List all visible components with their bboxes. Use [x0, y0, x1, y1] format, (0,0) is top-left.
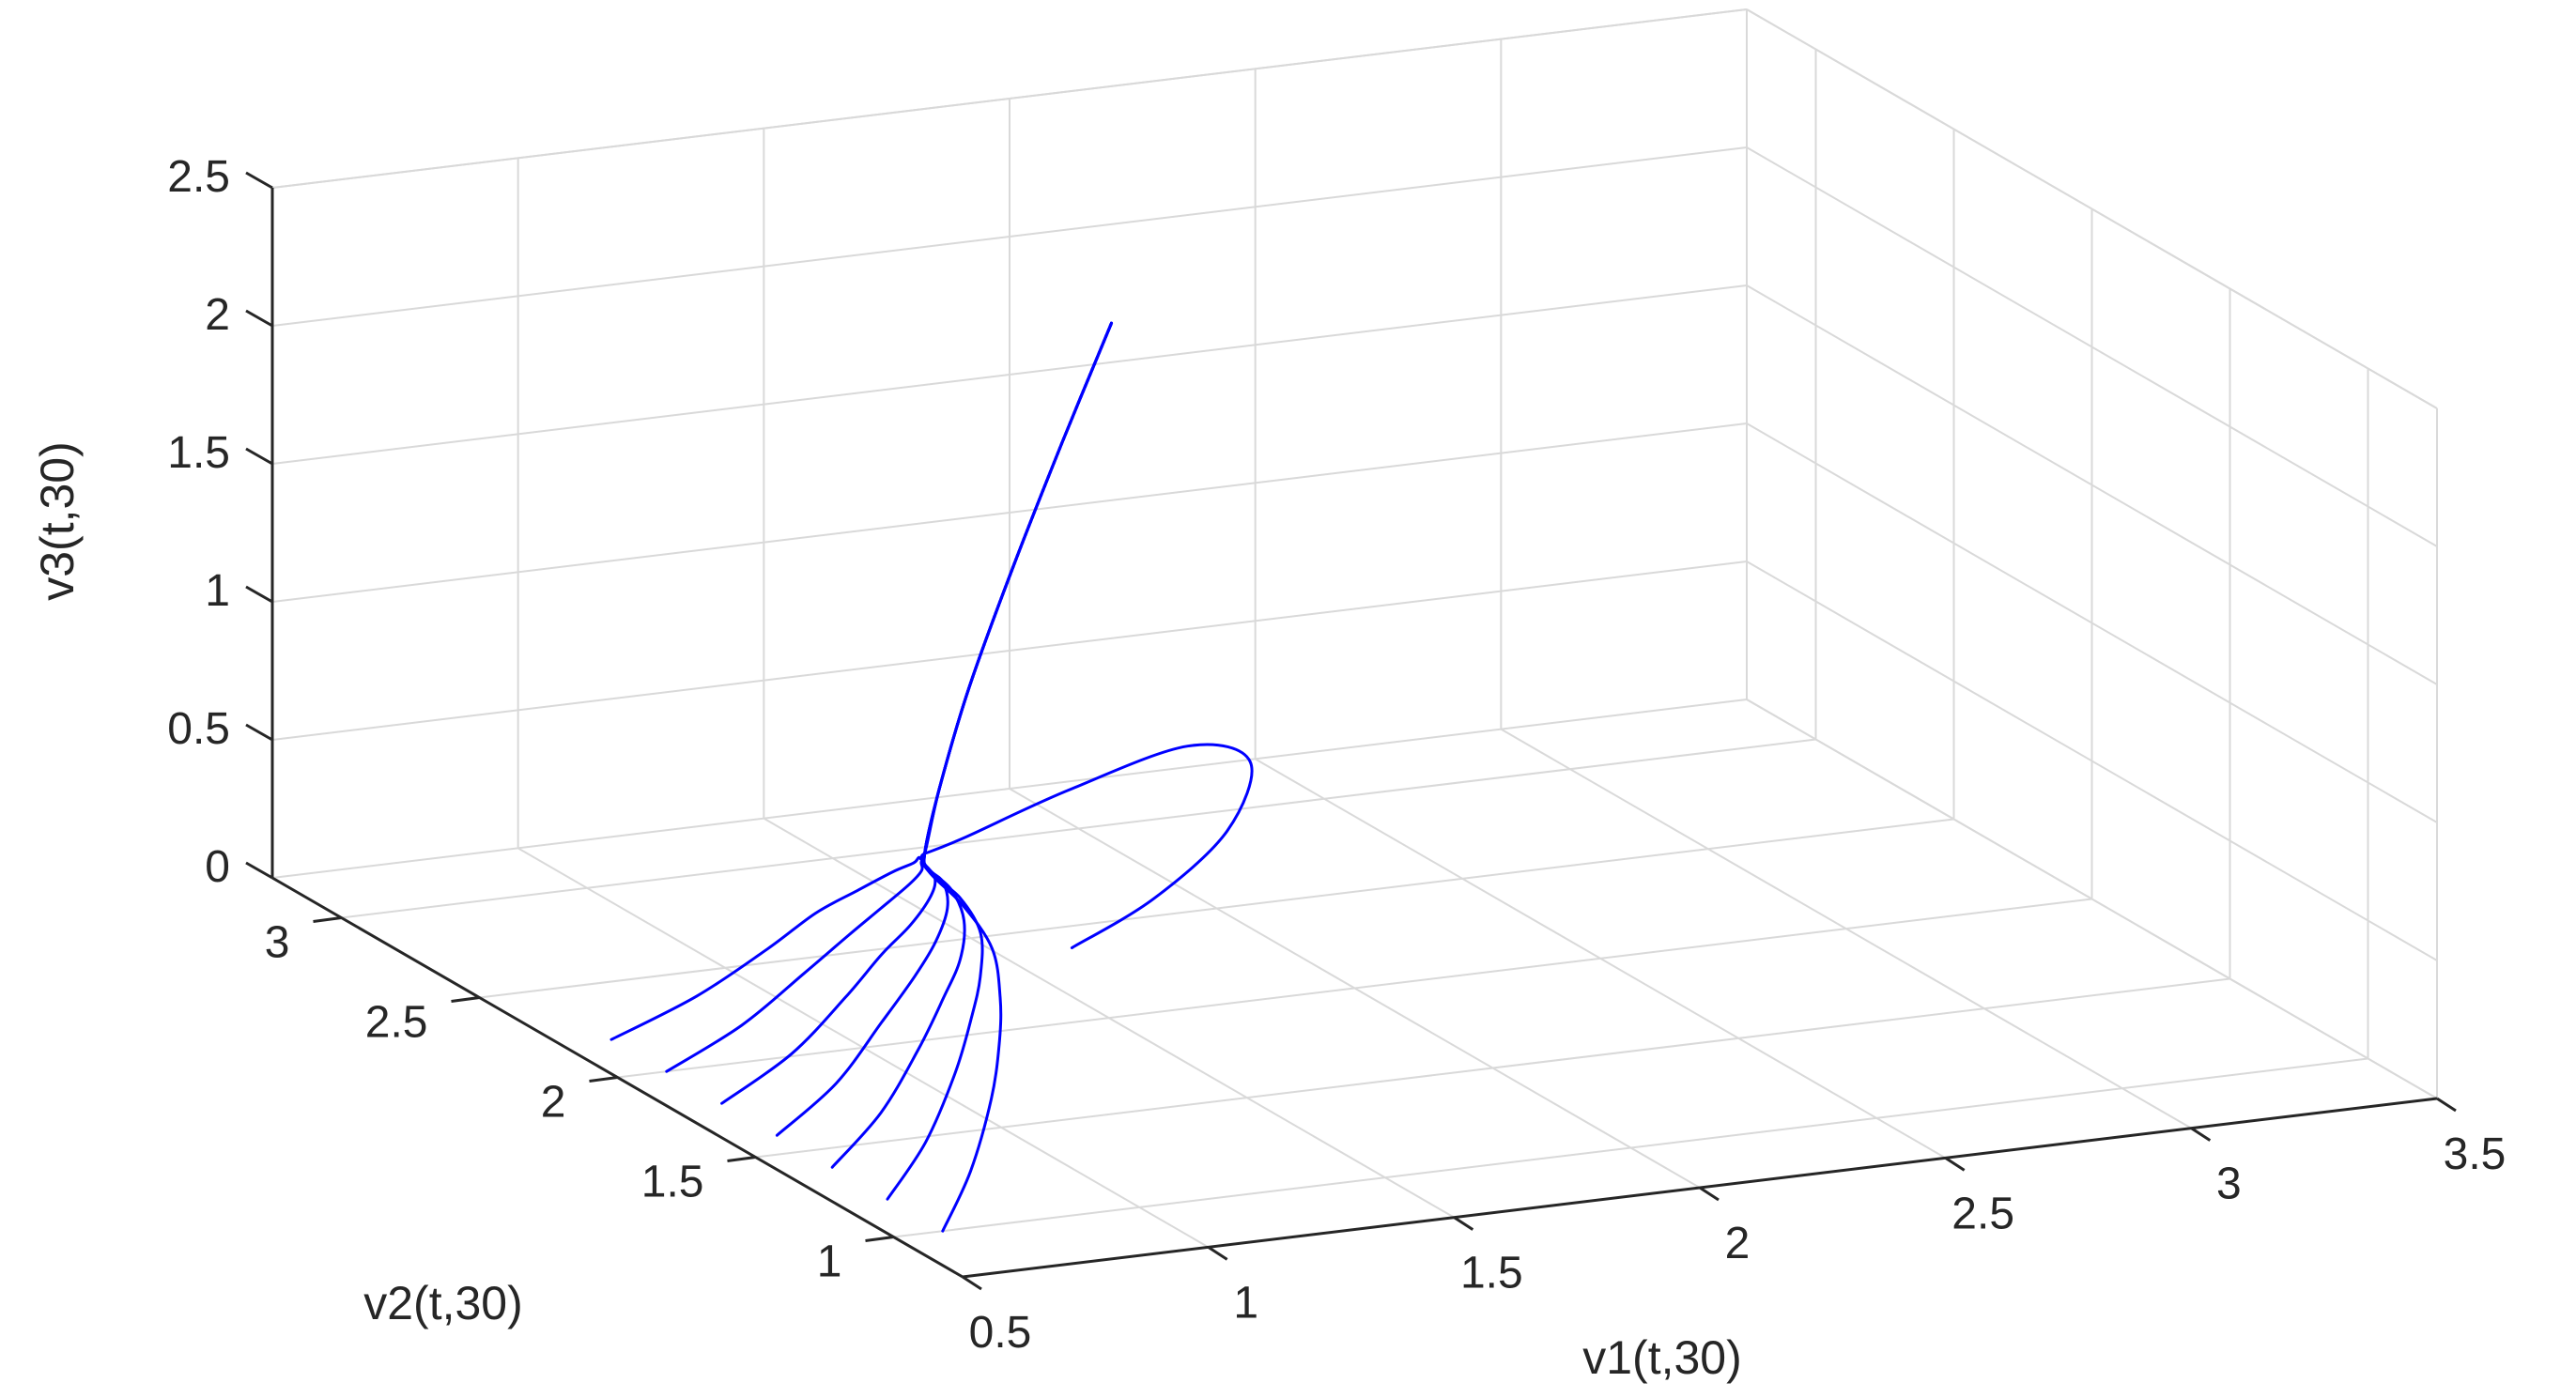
x-tick-label: 1	[1233, 1278, 1258, 1328]
x-tick	[1944, 1157, 1966, 1172]
z-tick-label: 2.5	[167, 152, 230, 202]
axes-layer	[270, 188, 2438, 1279]
y-tick	[865, 1236, 894, 1242]
x-tick	[2190, 1127, 2212, 1142]
grid-line-side-z	[1746, 422, 2438, 823]
grid-line-floor-y	[755, 977, 2230, 1159]
z-tick-label: 0.5	[167, 704, 230, 754]
z-tick-label: 0	[205, 842, 230, 892]
y-tick	[313, 916, 342, 923]
z-tick-label: 1.5	[167, 428, 230, 478]
grid-layer	[271, 8, 2438, 1278]
grid-line-back-z	[271, 561, 1748, 741]
z-tick-label: 2	[205, 290, 230, 340]
grid-line-side-z	[1746, 699, 2438, 1099]
x-tick-label: 2.5	[1951, 1189, 2014, 1238]
x-tick-label: 3	[2216, 1160, 2242, 1209]
x-axis-label: v1(t,30)	[1582, 1331, 1742, 1384]
x-tick-label: 2	[1725, 1219, 1751, 1268]
y-tick	[451, 996, 480, 1003]
x-tick	[962, 1275, 982, 1291]
y-tick-label: 1.5	[641, 1158, 704, 1207]
grid-line-side-z	[1746, 284, 2438, 685]
grid-line-floor-y	[479, 818, 1954, 999]
y-tick	[589, 1076, 618, 1083]
x-tick	[1453, 1216, 1474, 1231]
grid-line-floor-y	[617, 898, 2092, 1079]
x-tick-label: 1.5	[1460, 1249, 1523, 1298]
trajectory-line	[830, 321, 1113, 1169]
grid-line-floor-y	[893, 1057, 2368, 1238]
y-tick-label: 1	[817, 1237, 842, 1287]
grid-line-back-z	[271, 146, 1748, 327]
grid-line-side-z	[1746, 146, 2438, 547]
box-edge-top-back	[271, 8, 1748, 189]
x-tick-label: 3.5	[2444, 1129, 2507, 1179]
x-tick-label: 0.5	[969, 1308, 1032, 1358]
x-tick	[1699, 1186, 1720, 1202]
z-tick	[245, 309, 273, 328]
y-tick	[727, 1156, 756, 1162]
trajectory-line	[609, 321, 1113, 1041]
y-tick-label: 2	[541, 1078, 566, 1128]
z-tick-label: 1	[205, 566, 230, 616]
trajectory-line	[886, 321, 1113, 1201]
y-tick-label: 2.5	[365, 998, 428, 1048]
z-axis-label: v3(t,30)	[31, 441, 84, 601]
grid-line-floor-y	[341, 738, 1816, 919]
x-tick	[1207, 1246, 1228, 1261]
trajectory-line	[919, 321, 1254, 949]
grid-line-back-z	[271, 422, 1748, 603]
z-tick	[245, 585, 273, 604]
z-tick	[245, 171, 273, 190]
y-tick-label: 3	[265, 918, 290, 968]
z-tick	[245, 723, 273, 742]
series-layer	[609, 321, 1254, 1233]
grid-line-back-z	[271, 284, 1748, 465]
x-tick	[2436, 1097, 2457, 1113]
grid-line-back-z	[271, 699, 1748, 879]
box-edge-top-side	[1746, 8, 2438, 409]
grid-line-side-z	[1746, 561, 2438, 961]
z-tick	[245, 861, 273, 880]
z-tick	[245, 447, 273, 466]
trajectory-line	[665, 321, 1113, 1073]
y-axis-label: v2(t,30)	[363, 1277, 523, 1329]
trajectory-line	[922, 321, 1113, 1233]
